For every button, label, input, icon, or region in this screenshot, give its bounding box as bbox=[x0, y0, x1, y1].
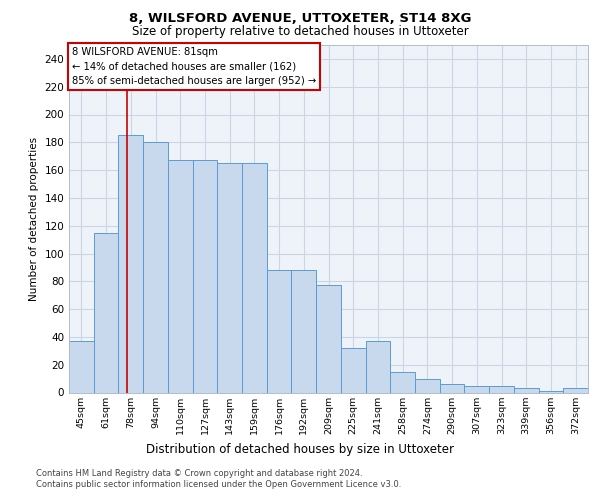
Text: Contains public sector information licensed under the Open Government Licence v3: Contains public sector information licen… bbox=[36, 480, 401, 489]
Bar bbox=[440, 384, 464, 392]
Text: Contains HM Land Registry data © Crown copyright and database right 2024.: Contains HM Land Registry data © Crown c… bbox=[36, 469, 362, 478]
Bar bbox=[168, 160, 193, 392]
Bar bbox=[464, 386, 489, 392]
Bar bbox=[390, 372, 415, 392]
Bar bbox=[341, 348, 365, 393]
Text: 8, WILSFORD AVENUE, UTTOXETER, ST14 8XG: 8, WILSFORD AVENUE, UTTOXETER, ST14 8XG bbox=[129, 12, 471, 26]
Bar bbox=[143, 142, 168, 392]
Y-axis label: Number of detached properties: Number of detached properties bbox=[29, 136, 39, 301]
Text: Distribution of detached houses by size in Uttoxeter: Distribution of detached houses by size … bbox=[146, 442, 454, 456]
Bar bbox=[316, 286, 341, 393]
Bar bbox=[69, 341, 94, 392]
Bar bbox=[242, 163, 267, 392]
Text: Size of property relative to detached houses in Uttoxeter: Size of property relative to detached ho… bbox=[131, 25, 469, 38]
Bar bbox=[514, 388, 539, 392]
Bar bbox=[217, 163, 242, 392]
Bar bbox=[193, 160, 217, 392]
Bar bbox=[267, 270, 292, 392]
Text: 8 WILSFORD AVENUE: 81sqm
← 14% of detached houses are smaller (162)
85% of semi-: 8 WILSFORD AVENUE: 81sqm ← 14% of detach… bbox=[71, 46, 316, 86]
Bar bbox=[118, 136, 143, 392]
Bar bbox=[415, 378, 440, 392]
Bar bbox=[365, 341, 390, 392]
Bar bbox=[94, 232, 118, 392]
Bar bbox=[489, 386, 514, 392]
Bar bbox=[563, 388, 588, 392]
Bar bbox=[539, 391, 563, 392]
Bar bbox=[292, 270, 316, 392]
